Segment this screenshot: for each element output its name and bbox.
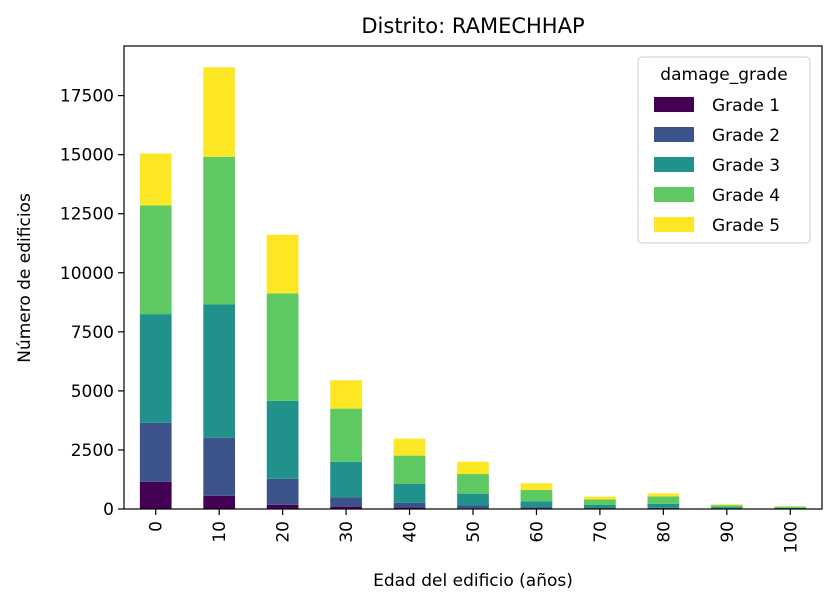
legend-swatch-grade-1 bbox=[654, 97, 694, 112]
bar-segment-grade-2-age-50 bbox=[457, 505, 489, 508]
x-tick-label: 50 bbox=[464, 521, 484, 543]
bar-segment-grade-5-age-90 bbox=[711, 504, 743, 505]
bar-segment-grade-3-age-60 bbox=[521, 501, 553, 507]
bar-segment-grade-1-age-0 bbox=[140, 482, 172, 509]
legend-swatch-grade-4 bbox=[654, 187, 694, 202]
bar-segment-grade-4-age-30 bbox=[330, 409, 362, 462]
legend-label-grade-5: Grade 5 bbox=[712, 216, 780, 236]
y-tick-label: 12500 bbox=[60, 205, 114, 225]
chart-title: Distrito: RAMECHHAP bbox=[361, 14, 584, 38]
bar-segment-grade-3-age-80 bbox=[648, 504, 680, 508]
bar-segment-grade-4-age-40 bbox=[394, 456, 426, 484]
bar-segment-grade-3-age-50 bbox=[457, 494, 489, 506]
x-tick-label: 70 bbox=[591, 521, 611, 543]
bar-segment-grade-4-age-100 bbox=[774, 507, 806, 508]
bar-segment-grade-4-age-0 bbox=[140, 205, 172, 314]
bar-segment-grade-1-age-10 bbox=[203, 496, 235, 509]
x-tick-label: 80 bbox=[654, 521, 674, 543]
legend-label-grade-1: Grade 1 bbox=[712, 96, 780, 116]
bar-segment-grade-3-age-10 bbox=[203, 304, 235, 437]
bar-segment-grade-2-age-20 bbox=[267, 479, 299, 505]
bar-segment-grade-3-age-30 bbox=[330, 462, 362, 497]
y-tick-label: 0 bbox=[103, 500, 114, 520]
x-tick-label: 20 bbox=[274, 521, 294, 543]
y-tick-label: 2500 bbox=[71, 441, 114, 461]
bar-segment-grade-2-age-30 bbox=[330, 497, 362, 506]
legend: damage_grade Grade 1 Grade 2 Grade 3 Grade 4… bbox=[638, 57, 810, 243]
bar-segment-grade-4-age-60 bbox=[521, 490, 553, 501]
bar-segment-grade-4-age-50 bbox=[457, 474, 489, 494]
bar-segment-grade-3-age-40 bbox=[394, 484, 426, 503]
bar-segment-grade-2-age-10 bbox=[203, 438, 235, 496]
y-tick-label: 7500 bbox=[71, 323, 114, 343]
bar-segment-grade-3-age-0 bbox=[140, 314, 172, 423]
x-tick-label: 40 bbox=[401, 521, 421, 543]
legend-swatch-grade-2 bbox=[654, 127, 694, 142]
y-tick-label: 5000 bbox=[71, 382, 114, 402]
legend-label-grade-2: Grade 2 bbox=[712, 126, 780, 146]
legend-swatch-grade-3 bbox=[654, 157, 694, 172]
bar-segment-grade-5-age-60 bbox=[521, 483, 553, 490]
y-axis-label: Número de edificios bbox=[15, 193, 35, 363]
bar-segment-grade-5-age-10 bbox=[203, 67, 235, 157]
y-tick-label: 10000 bbox=[60, 264, 114, 284]
x-tick-label: 30 bbox=[337, 521, 357, 543]
bar-segment-grade-4-age-90 bbox=[711, 505, 743, 507]
bar-segment-grade-3-age-20 bbox=[267, 401, 299, 479]
bar-segment-grade-4-age-80 bbox=[648, 496, 680, 503]
bar-segment-grade-4-age-70 bbox=[584, 500, 616, 505]
bar-segment-grade-3-age-90 bbox=[711, 507, 743, 508]
bar-segment-grade-5-age-80 bbox=[648, 493, 680, 496]
bar-segment-grade-5-age-70 bbox=[584, 497, 616, 500]
x-axis-label: Edad del edificio (años) bbox=[373, 571, 573, 591]
y-tick-label: 17500 bbox=[60, 87, 114, 107]
x-tick-label: 10 bbox=[210, 521, 230, 543]
bar-segment-grade-2-age-40 bbox=[394, 503, 426, 508]
y-tick-label: 15000 bbox=[60, 146, 114, 166]
bar-segment-grade-5-age-30 bbox=[330, 380, 362, 408]
bar-segment-grade-2-age-0 bbox=[140, 423, 172, 482]
x-tick-label: 100 bbox=[781, 521, 801, 553]
legend-title: damage_grade bbox=[660, 65, 787, 85]
bar-segment-grade-3-age-70 bbox=[584, 505, 616, 508]
bar-segment-grade-4-age-10 bbox=[203, 157, 235, 305]
legend-label-grade-4: Grade 4 bbox=[712, 186, 780, 206]
bar-segment-grade-4-age-20 bbox=[267, 293, 299, 400]
bar-segment-grade-1-age-20 bbox=[267, 505, 299, 509]
x-tick-label: 90 bbox=[718, 521, 738, 543]
bar-segment-grade-5-age-50 bbox=[457, 462, 489, 474]
bar-segment-grade-2-age-60 bbox=[521, 507, 553, 508]
legend-label-grade-3: Grade 3 bbox=[712, 156, 780, 176]
bar-segment-grade-5-age-40 bbox=[394, 439, 426, 456]
legend-swatch-grade-5 bbox=[654, 217, 694, 232]
bar-segment-grade-5-age-0 bbox=[140, 153, 172, 205]
bar-segment-grade-5-age-20 bbox=[267, 235, 299, 294]
x-tick-label: 60 bbox=[527, 521, 547, 543]
x-tick-label: 0 bbox=[147, 521, 167, 532]
